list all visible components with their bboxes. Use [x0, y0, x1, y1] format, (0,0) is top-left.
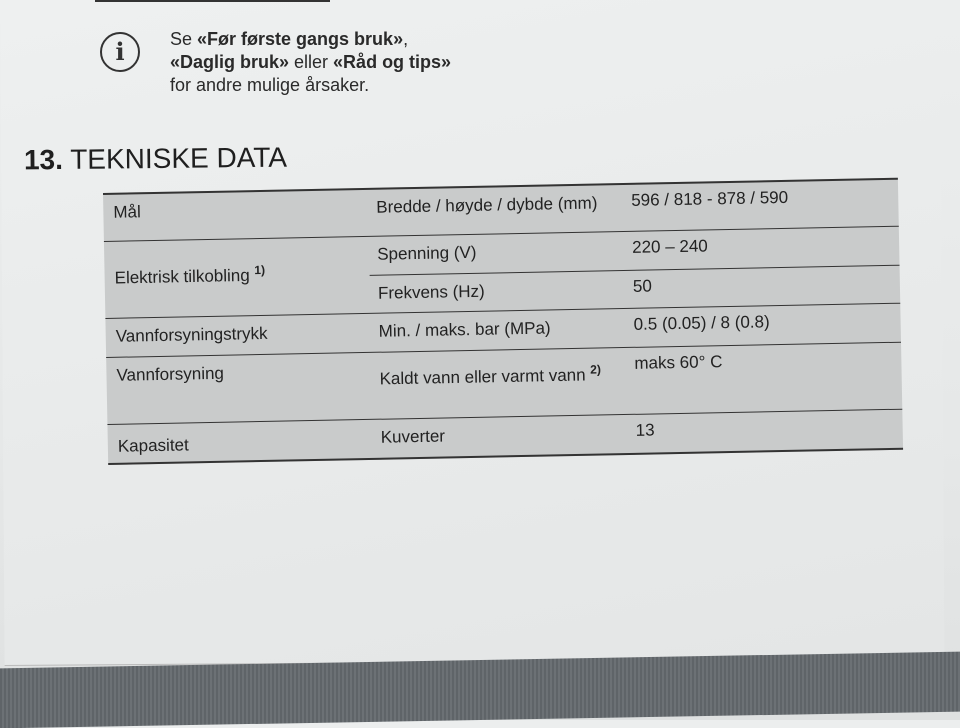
- divider: [95, 0, 330, 2]
- note-suffix: for andre mulige årsaker.: [170, 75, 370, 95]
- section-number: 13.: [23, 143, 64, 176]
- info-note-text: Se «Før første gangs bruk», «Daglig bruk…: [170, 28, 470, 97]
- row-value: 220 – 240: [631, 236, 708, 257]
- note-sep: eller: [289, 52, 334, 72]
- note-ref-daily-use: «Daglig bruk»: [170, 52, 290, 72]
- row-label-text: Elektrisk tilkobling: [114, 265, 250, 288]
- row-label: Mål: [113, 202, 141, 222]
- row-value: 13: [635, 420, 655, 440]
- row-param: Bredde / høyde / dybde (mm): [376, 193, 598, 217]
- row-param-text: Kaldt vann eller varmt vann: [379, 365, 586, 389]
- tech-data-table: Mål Bredde / høyde / dybde (mm) 596 / 81…: [103, 177, 904, 465]
- row-label: Elektrisk tilkobling 1): [104, 237, 370, 318]
- row-param: Spenning (V): [377, 242, 477, 264]
- footnote-marker: 2): [590, 362, 602, 377]
- row-label: Vannforsyningstrykk: [115, 323, 268, 346]
- row-value: 50: [632, 275, 652, 296]
- info-icon: i: [100, 32, 140, 72]
- row-param: Frekvens (Hz): [377, 281, 485, 303]
- note-sep: ,: [403, 29, 409, 49]
- note-ref-first-use: «Før første gangs bruk»: [197, 29, 404, 49]
- row-value: 596 / 818 - 878 / 590: [631, 187, 789, 210]
- row-value: maks 60° C: [634, 352, 723, 373]
- section-title: TEKNISKE DATA: [70, 141, 288, 175]
- row-param: Kuverter: [380, 426, 446, 447]
- row-param: Kaldt vann eller varmt vann 2): [371, 348, 627, 419]
- row-param: Min. / maks. bar (MPa): [378, 318, 551, 341]
- note-ref-tips: «Råd og tips»: [333, 52, 452, 72]
- row-label: Kapasitet: [117, 435, 189, 456]
- row-label: Vannforsyning: [116, 363, 225, 385]
- note-prefix: Se: [170, 29, 198, 49]
- section-heading: 13. TEKNISKE DATA: [24, 142, 287, 177]
- row-value: 0.5 (0.05) / 8 (0.8): [633, 312, 770, 334]
- footnote-marker: 1): [254, 262, 266, 278]
